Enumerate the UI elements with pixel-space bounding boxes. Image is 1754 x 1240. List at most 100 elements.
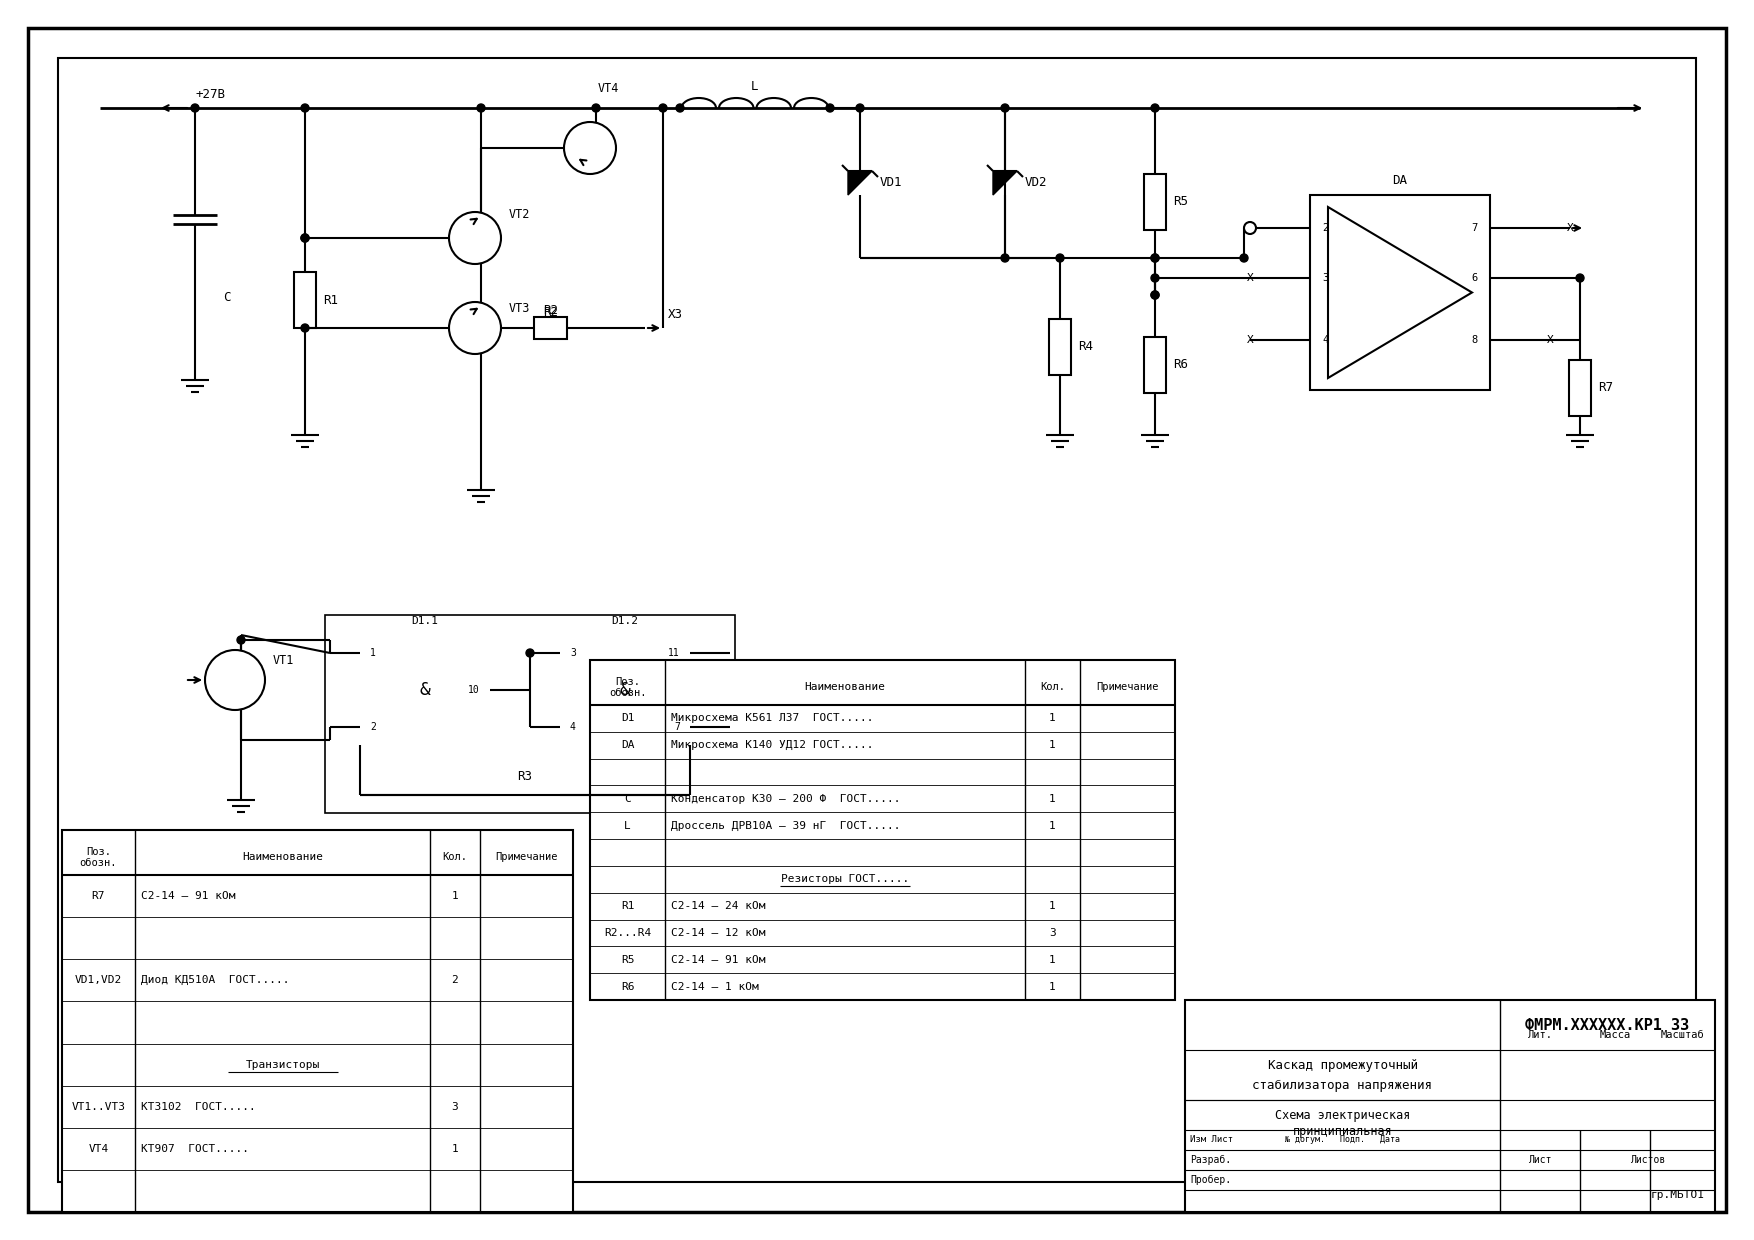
Text: VD1,VD2: VD1,VD2 (75, 976, 123, 986)
Circle shape (593, 104, 600, 112)
Polygon shape (1328, 207, 1472, 378)
Circle shape (1244, 222, 1256, 234)
Bar (360, 635, 489, 745)
Text: Масштаб: Масштаб (1661, 1030, 1705, 1040)
Text: DA: DA (1393, 175, 1407, 187)
Bar (560, 635, 689, 745)
Bar (1049, 319, 1072, 374)
Text: R2: R2 (544, 304, 558, 316)
Text: R5: R5 (621, 955, 635, 965)
Text: D1: D1 (621, 713, 635, 723)
Text: DA: DA (621, 740, 635, 750)
Circle shape (477, 104, 486, 112)
Text: VT4: VT4 (598, 82, 619, 94)
Text: VT1..VT3: VT1..VT3 (72, 1101, 126, 1112)
Text: Транзисторы: Транзисторы (246, 1059, 319, 1070)
Text: 1: 1 (1049, 821, 1056, 831)
Text: Разраб.: Разраб. (1189, 1154, 1231, 1166)
Polygon shape (993, 171, 1017, 195)
Text: 4: 4 (1323, 335, 1328, 345)
Text: D1.2: D1.2 (612, 616, 638, 626)
Circle shape (302, 324, 309, 332)
Text: R2: R2 (544, 305, 558, 319)
Text: X: X (1566, 223, 1573, 233)
Text: Масса: Масса (1600, 1030, 1631, 1040)
Text: VT3: VT3 (509, 301, 530, 315)
Text: Кол.: Кол. (1040, 682, 1065, 692)
Text: гр.МБТО1: гр.МБТО1 (1651, 1190, 1705, 1200)
Text: С2-14 – 24 кОм: С2-14 – 24 кОм (672, 901, 765, 911)
Circle shape (205, 650, 265, 711)
Text: R7: R7 (1598, 381, 1614, 394)
Text: обозн.: обозн. (609, 688, 645, 698)
Text: стабилизатора напряжения: стабилизатора напряжения (1252, 1079, 1433, 1091)
Text: обозн.: обозн. (79, 858, 118, 868)
Text: С2-14 – 1 кОм: С2-14 – 1 кОм (672, 982, 759, 992)
Text: 1: 1 (1049, 740, 1056, 750)
Text: Листов: Листов (1629, 1154, 1665, 1166)
Bar (295, 272, 316, 329)
Text: ФМРМ.ХХХХХХ.КР1 ЗЗ: ФМРМ.ХХХХХХ.КР1 ЗЗ (1526, 1018, 1689, 1033)
Text: КТ3102  ГОСТ.....: КТ3102 ГОСТ..... (140, 1101, 256, 1112)
Text: 3: 3 (570, 649, 575, 658)
Text: R1: R1 (323, 294, 339, 306)
Text: R6: R6 (1173, 358, 1187, 372)
Text: Лист: Лист (1528, 1154, 1552, 1166)
Text: С2-14 – 91 кОм: С2-14 – 91 кОм (140, 892, 235, 901)
Text: 2: 2 (370, 722, 375, 732)
Text: 4: 4 (570, 722, 575, 732)
Text: R1: R1 (621, 901, 635, 911)
Circle shape (1240, 254, 1249, 262)
Bar (1570, 360, 1591, 415)
Bar (324, 615, 735, 813)
Circle shape (565, 122, 616, 174)
Bar (533, 317, 567, 339)
Text: 8: 8 (1472, 335, 1479, 345)
Circle shape (1151, 291, 1159, 299)
Text: X: X (1247, 335, 1254, 345)
Text: VT2: VT2 (509, 208, 530, 222)
Text: R6: R6 (621, 982, 635, 992)
Text: 1: 1 (1049, 713, 1056, 723)
Text: С2-14 – 91 кОм: С2-14 – 91 кОм (672, 955, 765, 965)
Text: 1: 1 (1049, 982, 1056, 992)
Text: 10: 10 (468, 684, 481, 694)
Text: Поз.: Поз. (616, 677, 640, 687)
Text: Изм Лист: Изм Лист (1189, 1136, 1233, 1145)
Text: +27В: +27В (195, 88, 225, 100)
Text: Наименование: Наименование (805, 682, 886, 692)
Text: 1: 1 (451, 1143, 458, 1153)
Text: Схема электрическая: Схема электрическая (1275, 1109, 1410, 1121)
Text: D1.1: D1.1 (412, 616, 438, 626)
Text: VD1: VD1 (881, 176, 903, 190)
Text: R5: R5 (1173, 195, 1187, 208)
Circle shape (1151, 291, 1159, 299)
Text: Пробер.: Пробер. (1189, 1176, 1231, 1185)
Text: C: C (624, 794, 631, 804)
Circle shape (1002, 254, 1009, 262)
Circle shape (856, 104, 865, 112)
Text: &: & (419, 681, 430, 699)
Text: Наименование: Наименование (242, 852, 323, 862)
Text: R7: R7 (91, 892, 105, 901)
Text: 11: 11 (668, 649, 681, 658)
Text: Поз.: Поз. (86, 847, 111, 857)
Text: 3: 3 (1049, 928, 1056, 937)
Text: Дроссель ДРВ10А – 39 нГ  ГОСТ.....: Дроссель ДРВ10А – 39 нГ ГОСТ..... (672, 821, 900, 831)
Bar (1186, 999, 1715, 1211)
Text: 3: 3 (1323, 273, 1328, 283)
Text: 1: 1 (1049, 794, 1056, 804)
Text: 1: 1 (1049, 901, 1056, 911)
Text: X: X (1547, 335, 1554, 345)
Circle shape (449, 303, 502, 353)
Circle shape (1151, 254, 1159, 262)
Text: 7: 7 (1472, 223, 1479, 233)
Circle shape (237, 636, 246, 644)
Text: C: C (223, 291, 230, 304)
Text: L: L (624, 821, 631, 831)
Circle shape (1056, 254, 1065, 262)
Text: R3: R3 (517, 770, 533, 784)
Circle shape (526, 649, 533, 657)
Text: Кол.: Кол. (442, 852, 468, 862)
Text: X3: X3 (668, 308, 682, 320)
